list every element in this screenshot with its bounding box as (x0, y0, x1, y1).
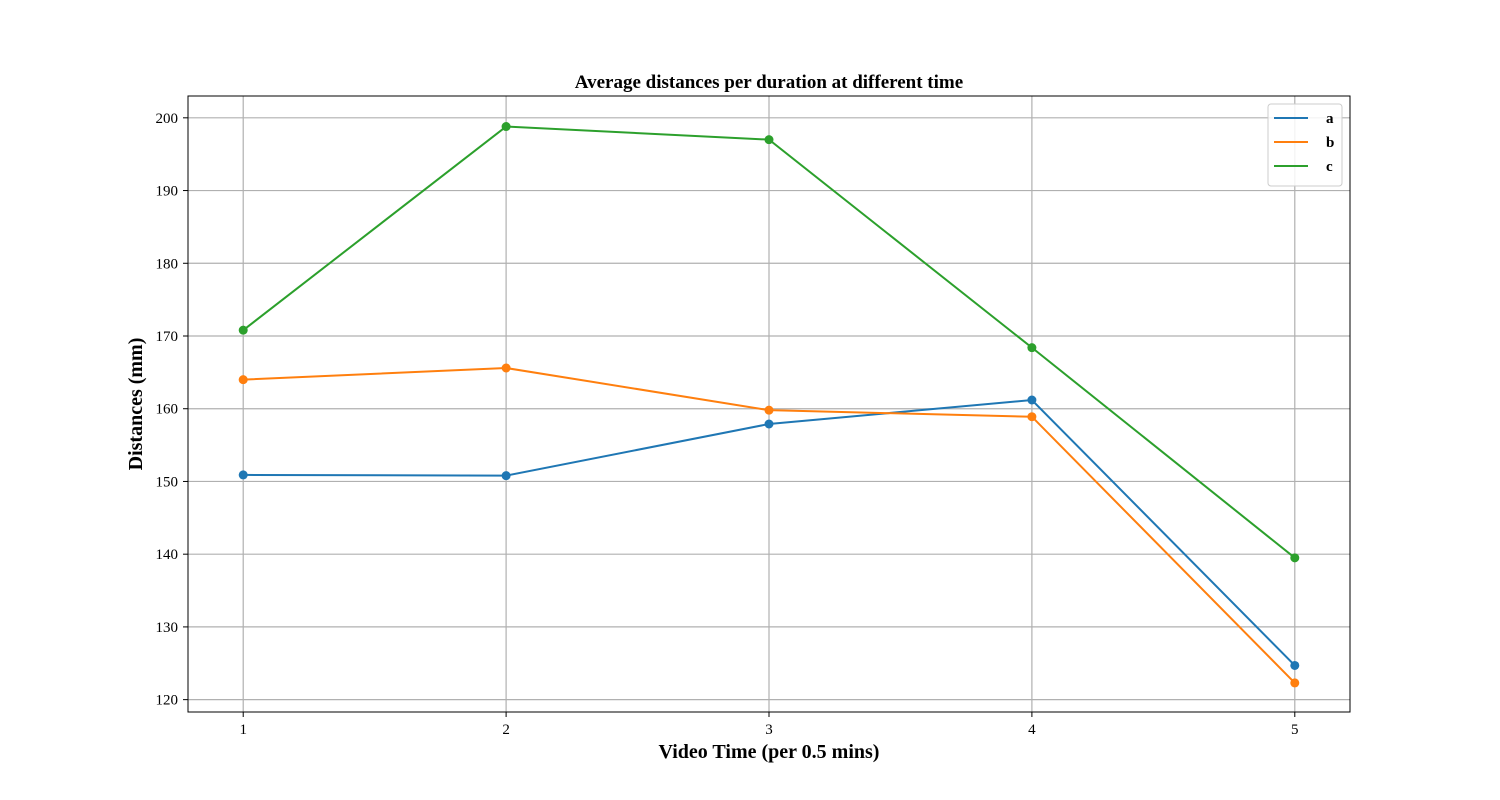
y-tick-label: 140 (156, 547, 179, 563)
y-axis-label: Distances (mm) (125, 338, 147, 471)
data-point-b (764, 405, 774, 415)
data-point-c (501, 122, 511, 132)
data-point-a (1290, 660, 1300, 670)
data-point-b (238, 375, 248, 385)
axis-ticks: 1 2 3 4 5 120 130 140 150 160 170 180 190 200 (156, 111, 1299, 738)
legend: abc (1267, 103, 1343, 187)
y-tick-label: 150 (156, 474, 179, 490)
x-axis-label: Video Time (per 0.5 mins) (659, 741, 880, 763)
data-point-a (1027, 395, 1037, 405)
data-point-b (1290, 678, 1300, 688)
x-tick-label: 4 (1028, 722, 1036, 738)
data-point-a (764, 419, 774, 429)
data-point-b (501, 363, 511, 373)
data-point-a (238, 470, 248, 480)
x-tick-label: 2 (502, 722, 510, 738)
x-tick-label: 3 (765, 722, 773, 738)
series-c (238, 122, 1300, 563)
y-tick-label: 190 (156, 184, 179, 200)
series-a (238, 395, 1300, 670)
y-tick-label: 120 (156, 693, 179, 709)
data-point-c (238, 325, 248, 335)
y-tick-label: 200 (156, 111, 179, 127)
series-layer (238, 122, 1300, 688)
data-point-a (501, 471, 511, 481)
x-tick-label: 5 (1291, 722, 1299, 738)
y-tick-label: 130 (156, 620, 179, 636)
x-tick-label: 1 (239, 722, 247, 738)
legend-label-b: b (1326, 135, 1334, 151)
y-tick-label: 160 (156, 402, 179, 418)
data-point-b (1027, 412, 1037, 422)
legend-label-a: a (1326, 111, 1334, 127)
data-point-c (1027, 343, 1037, 353)
grid (188, 96, 1350, 712)
chart-title: Average distances per duration at differ… (575, 72, 963, 93)
series-b (238, 363, 1300, 688)
legend-label-c: c (1326, 159, 1333, 175)
y-tick-label: 180 (156, 256, 179, 272)
data-point-c (1290, 553, 1300, 563)
data-point-c (764, 135, 774, 145)
y-tick-label: 170 (156, 329, 179, 345)
